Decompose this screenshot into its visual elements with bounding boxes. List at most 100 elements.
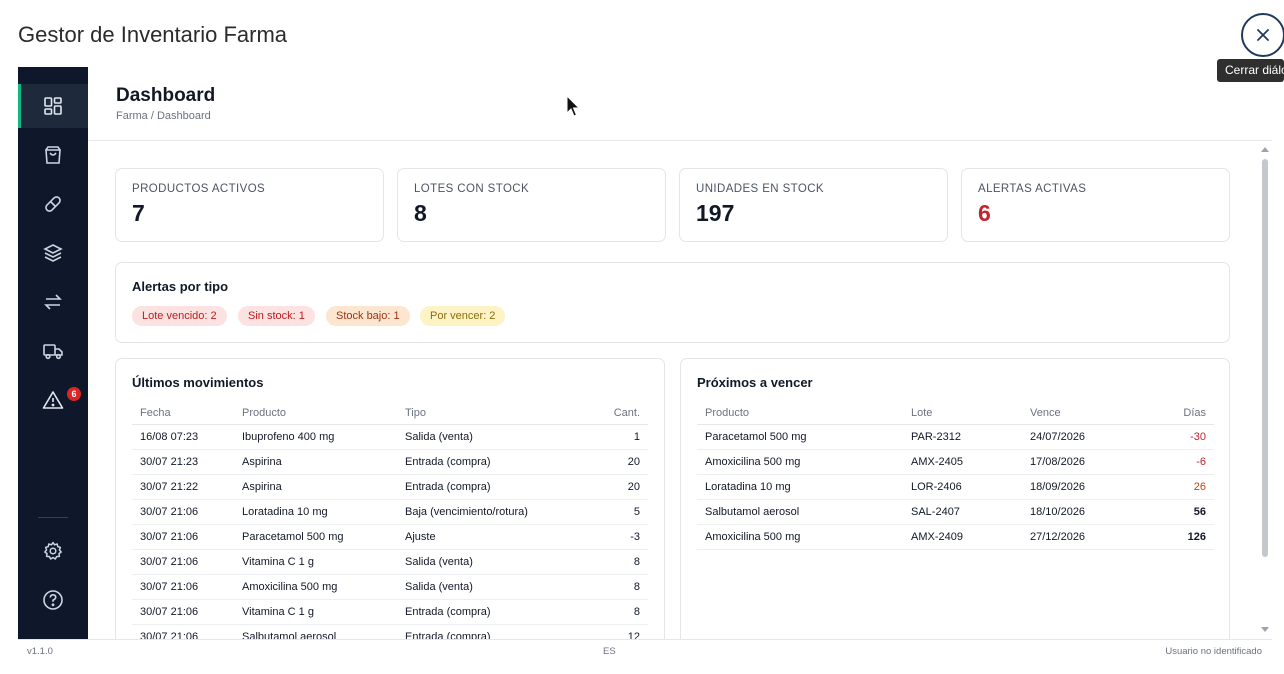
column-header: Tipo	[397, 403, 587, 425]
content-scrollbar[interactable]	[1258, 141, 1272, 639]
table-row: Amoxicilina 500 mg AMX-2405 17/08/2026 -6	[697, 449, 1214, 475]
shopping-bag-icon	[45, 146, 61, 164]
cell: Aspirina	[234, 474, 397, 500]
expiring-title: Próximos a vencer	[697, 375, 813, 390]
cell: SAL-2407	[903, 499, 1022, 525]
stat-value: 6	[978, 200, 991, 226]
cell: 1	[587, 424, 648, 450]
sidebar-item-medicines[interactable]	[18, 182, 88, 226]
sidebar-item-products[interactable]	[18, 133, 88, 177]
days-cell: -30	[1144, 424, 1214, 450]
table-header-row: Fecha Producto Tipo Cant.	[132, 403, 648, 425]
help-icon	[43, 590, 63, 610]
close-dialog-button[interactable]	[1241, 13, 1284, 57]
user-status: Usuario no identificado	[1165, 646, 1262, 657]
dashboard-content: PRODUCTOS ACTIVOS 7 LOTES CON STOCK 8 UN…	[88, 141, 1258, 639]
cell: 30/07 21:22	[132, 474, 234, 500]
cell: Paracetamol 500 mg	[697, 424, 903, 450]
close-icon	[1257, 29, 1269, 41]
mouse-cursor-icon	[566, 95, 581, 117]
language-indicator: ES	[603, 646, 616, 657]
cell: PAR-2312	[903, 424, 1022, 450]
movements-card: Últimos movimientos Fecha Producto Tipo …	[115, 358, 665, 639]
stat-label: LOTES CON STOCK	[414, 183, 530, 195]
cell: LOR-2406	[903, 474, 1022, 500]
table-header-row: Producto Lote Vence Días	[697, 403, 1214, 425]
cell: Loratadina 10 mg	[234, 499, 397, 525]
cell: Entrada (compra)	[397, 624, 587, 639]
stat-card-active-products: PRODUCTOS ACTIVOS 7	[115, 168, 384, 242]
pill-out-of-stock: Sin stock: 1	[238, 306, 315, 326]
scroll-down-arrow-icon[interactable]	[1261, 627, 1269, 632]
cell: Salida (venta)	[397, 424, 587, 450]
column-header: Lote	[903, 403, 1022, 425]
cell: 30/07 21:06	[132, 524, 234, 550]
cell: 5	[587, 499, 648, 525]
table-row: Loratadina 10 mg LOR-2406 18/09/2026 26	[697, 474, 1214, 500]
cell: 30/07 21:06	[132, 599, 234, 625]
cell: 24/07/2026	[1022, 424, 1144, 450]
pill-icon	[45, 196, 61, 212]
cell: Amoxicilina 500 mg	[697, 449, 903, 475]
cell: 8	[587, 599, 648, 625]
cell: Entrada (compra)	[397, 599, 587, 625]
app-version: v1.1.0	[27, 646, 53, 657]
sidebar-item-settings[interactable]	[18, 529, 88, 573]
cell: 30/07 21:06	[132, 624, 234, 639]
cell: Baja (vencimiento/rotura)	[397, 499, 587, 525]
stat-label: UNIDADES EN STOCK	[696, 183, 824, 195]
days-cell: 26	[1144, 474, 1214, 500]
cell: 18/10/2026	[1022, 499, 1144, 525]
cell: 27/12/2026	[1022, 524, 1144, 550]
layers-icon	[43, 244, 63, 262]
table-row: 30/07 21:06 Vitamina C 1 g Salida (venta) 8	[132, 549, 648, 575]
cell: Entrada (compra)	[397, 449, 587, 475]
expiring-table: Producto Lote Vence Días Paracetamol 500…	[697, 403, 1214, 550]
sidebar-item-dashboard[interactable]	[18, 84, 88, 128]
cell: Vitamina C 1 g	[234, 599, 397, 625]
column-header: Vence	[1022, 403, 1144, 425]
stat-value: 197	[696, 200, 735, 226]
cell: 30/07 21:06	[132, 549, 234, 575]
sidebar-item-suppliers[interactable]	[18, 329, 88, 373]
cell: AMX-2409	[903, 524, 1022, 550]
breadcrumb: Farma / Dashboard	[116, 110, 211, 122]
sidebar: 6	[18, 67, 88, 639]
alerts-by-type-card: Alertas por tipo Lote vencido: 2 Sin sto…	[115, 262, 1230, 343]
pill-expiring-soon: Por vencer: 2	[420, 306, 506, 326]
sidebar-item-lots[interactable]	[18, 231, 88, 275]
cell: AMX-2405	[903, 449, 1022, 475]
table-row: Salbutamol aerosol SAL-2407 18/10/2026 56	[697, 499, 1214, 525]
movements-table: Fecha Producto Tipo Cant. 16/08 07:23 Ibu…	[132, 403, 648, 639]
stat-card-active-alerts: ALERTAS ACTIVAS 6	[961, 168, 1230, 242]
sidebar-item-alerts[interactable]: 6	[18, 378, 88, 422]
cell: 30/07 21:06	[132, 574, 234, 600]
cell: Salbutamol aerosol	[234, 624, 397, 639]
cell: Ibuprofeno 400 mg	[234, 424, 397, 450]
cell: Salbutamol aerosol	[697, 499, 903, 525]
cell: 20	[587, 449, 648, 475]
cell: 17/08/2026	[1022, 449, 1144, 475]
page-header: Dashboard Farma / Dashboard	[88, 67, 1272, 141]
page-title: Dashboard	[116, 85, 216, 106]
sidebar-divider	[38, 517, 68, 518]
scroll-thumb[interactable]	[1262, 159, 1268, 557]
column-header: Días	[1144, 403, 1214, 425]
cell: 8	[587, 549, 648, 575]
truck-icon	[43, 344, 63, 360]
stat-card-lots-with-stock: LOTES CON STOCK 8	[397, 168, 666, 242]
sidebar-item-help[interactable]	[18, 578, 88, 622]
stat-value: 8	[414, 200, 427, 226]
stat-label: ALERTAS ACTIVAS	[978, 183, 1087, 195]
cell: Amoxicilina 500 mg	[697, 524, 903, 550]
scroll-up-arrow-icon[interactable]	[1261, 147, 1269, 152]
cell: Entrada (compra)	[397, 474, 587, 500]
stat-card-units-in-stock: UNIDADES EN STOCK 197	[679, 168, 948, 242]
cell: Loratadina 10 mg	[697, 474, 903, 500]
dialog-title: Gestor de Inventario Farma	[18, 22, 288, 47]
stat-label: PRODUCTOS ACTIVOS	[132, 183, 266, 195]
days-cell: 126	[1144, 524, 1214, 550]
table-row: 30/07 21:06 Loratadina 10 mg Baja (vencimi…	[132, 499, 648, 525]
sidebar-item-movements[interactable]	[18, 280, 88, 324]
cell: Salida (venta)	[397, 549, 587, 575]
